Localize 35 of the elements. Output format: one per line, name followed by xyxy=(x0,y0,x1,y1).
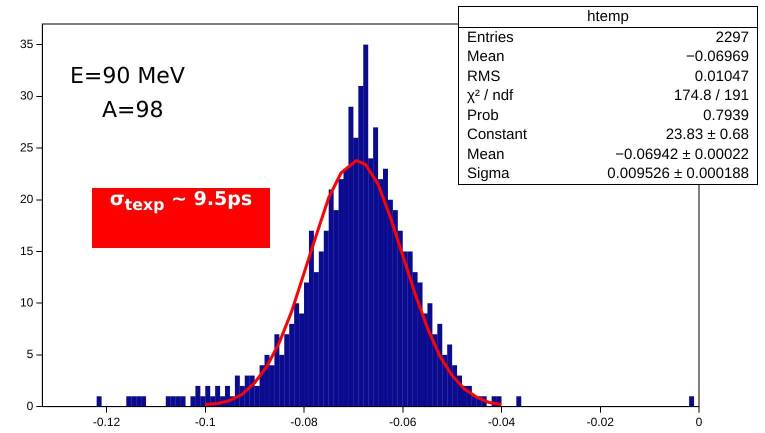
y-tick-label: 35 xyxy=(20,36,34,51)
annotation: −0.06942 ± 0.00022 xyxy=(615,144,749,164)
annotation: Entries xyxy=(467,28,514,47)
annotation: −0.06969 xyxy=(686,47,749,66)
annotation: 23.83 ± 0.68 xyxy=(666,125,749,144)
text: 0.7939 xyxy=(703,106,749,125)
y-tick-label: 30 xyxy=(20,88,34,103)
x-tick-label: -0.1 xyxy=(194,415,216,430)
y-tick-label: 20 xyxy=(20,192,34,206)
annotation: σ$_{texp}$ ~ 9.5ps xyxy=(92,188,270,248)
annotation: Constant xyxy=(467,125,528,144)
text: 2297 xyxy=(716,28,749,47)
x-tick-label: -0.04 xyxy=(488,415,516,430)
annotation: Mean xyxy=(467,144,505,164)
annotation: RMS xyxy=(467,66,500,86)
y-tick-label: 15 xyxy=(20,244,34,258)
annotation: 174.8 / 191 xyxy=(674,86,749,106)
annotation: 0.01047 xyxy=(694,66,749,86)
annotation: 0.009526 ± 0.000188 xyxy=(607,164,749,184)
x-tick-label: -0.06 xyxy=(389,415,417,430)
y-tick-label: 5 xyxy=(26,347,34,362)
y-tick-label: 10 xyxy=(20,296,34,310)
x-tick-label: -0.12 xyxy=(92,415,121,430)
annotation: E=90 MeV xyxy=(70,64,185,89)
annotation: χ² / ndf xyxy=(467,86,514,106)
x-tick-label: 0 xyxy=(696,415,703,430)
annotation: htemp xyxy=(459,7,757,28)
y-tick-label: 25 xyxy=(20,140,34,154)
annotation: Sigma xyxy=(467,164,510,184)
annotation: A=98 xyxy=(102,98,164,123)
annotation: Mean xyxy=(467,47,505,66)
y-tick-label: 0 xyxy=(26,398,34,413)
x-tick-label: -0.02 xyxy=(586,415,614,430)
annotation: Prob xyxy=(467,106,499,125)
x-tick-label: -0.08 xyxy=(290,415,318,430)
